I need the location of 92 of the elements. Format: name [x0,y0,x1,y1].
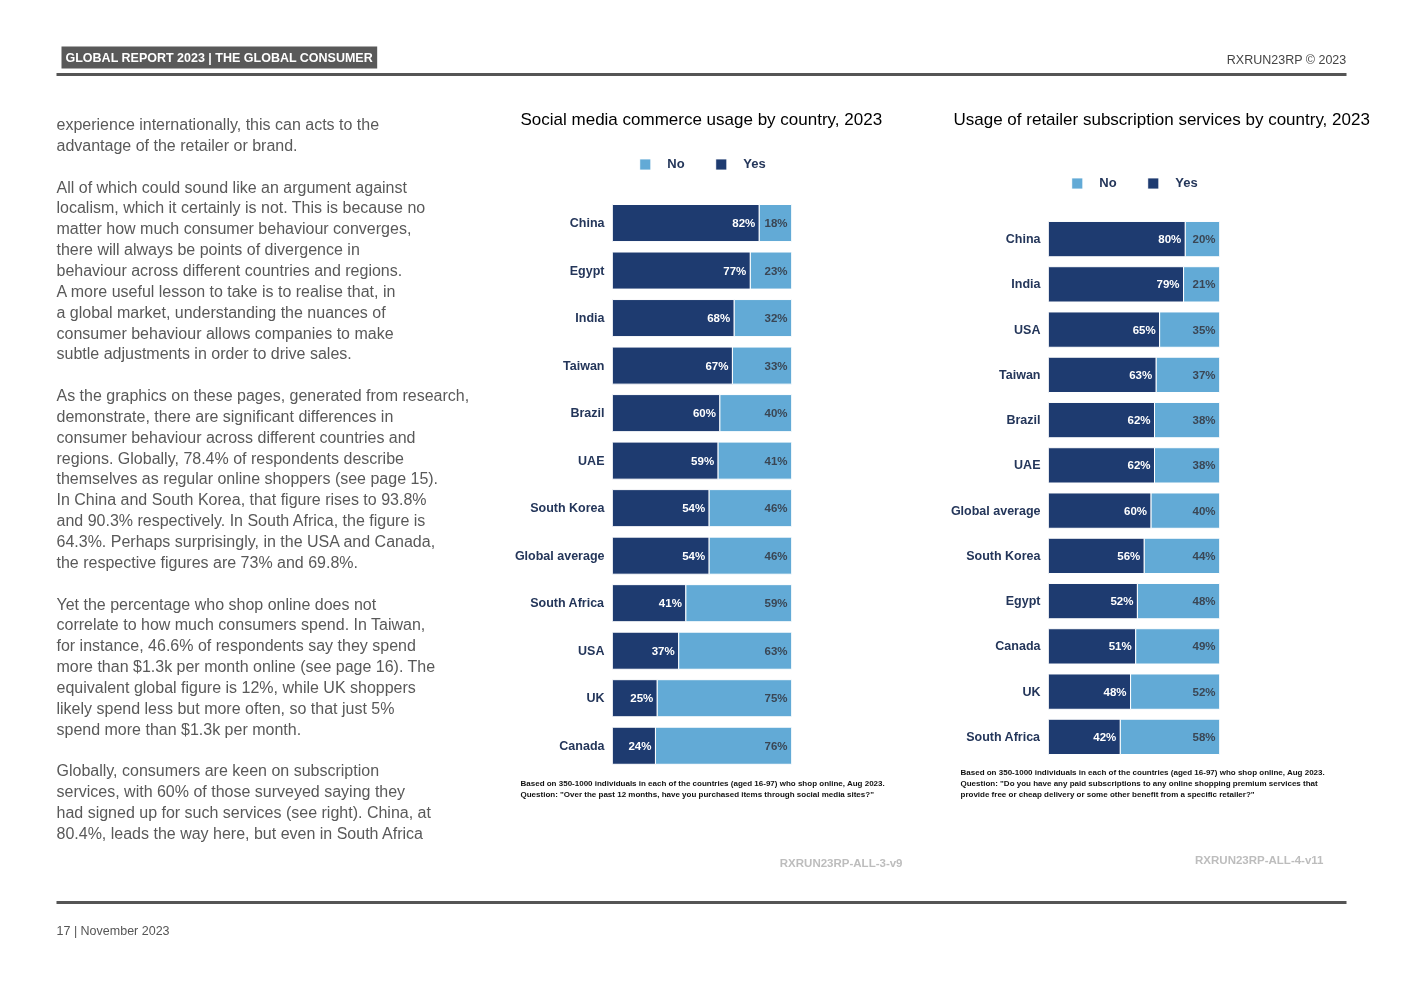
chart-title: Usage of retailer subscription services by country, 2023 [953,109,1370,129]
data-label: 23% [764,264,788,277]
text: experience internationally, this can acts to the advantage of the retailer or brand. [56,116,380,154]
y-tick-label: China [1005,232,1042,247]
chart-title: Social media commerce usage by country, 2023 [520,110,883,129]
data-label: 21% [1192,278,1216,291]
legend-label: No [667,156,686,171]
data-label: 67% [705,359,729,372]
data-label: 68% [707,312,731,325]
y-tick-label: China [569,216,606,231]
data-label: 75% [764,692,788,705]
data-label: 41% [764,454,788,467]
y-tick-label: South Africa [966,729,1042,744]
data-label: 38% [1192,414,1216,427]
data-label: 46% [764,502,788,515]
text: As the graphics on these pages, generated from research, demonstrate, there are significant differences in consumer behaviour across different countries and regions. Globally, 78.4% of respondents describe themselves as regular online shoppers (see page 15). In China and South Korea, that figure rises to 93.8% and 90.3% respectively. In South Africa, the figure is 64.3%. Perhaps surprisingly, in the USA and Canada, the respective figures are 73% and 69.8%. [56,387,470,571]
data-label: 51% [1108,640,1132,653]
data-label: 80% [1158,233,1182,246]
data-label: 62% [1127,459,1151,472]
data-label: 63% [1129,368,1153,381]
data-label: 58% [1192,730,1216,743]
data-label: 24% [628,739,652,752]
text: Question: "Do you have any paid subscriptions to any online shopping premium services that provide free or cheap delivery or some other benefit from a specific retailer?" [960,779,1319,799]
y-tick-label: UAE [1014,458,1041,473]
data-label: 76% [764,739,788,752]
data-label: 40% [764,407,788,420]
text: RXRUN23RP © 2023 [1226,52,1347,67]
data-label: 46% [764,549,788,562]
data-label: 65% [1132,323,1156,336]
text: All of which could sound like an argument against localism, which it certainly is not. This is because no matter how much consumer behaviour converges, there will always be points of divergence in behaviour across different countries and regions. A more useful lesson to take is to realise that, in a global market, understanding the nuances of consumer behaviour allows companies to make subtle adjustments in order to drive sales. [56,178,426,363]
y-tick-label: Egypt [569,263,606,278]
y-tick-label: Taiwan [563,358,605,373]
text: Globally, consumers are keen on subscription services, with 60% of those surveyed saying they had signed up for such services (see right). China, at 80.4%, leads the way here, but even in South Africa [56,762,432,842]
y-tick-label: USA [1014,322,1041,337]
data-label: 37% [1192,368,1216,381]
data-label: 40% [1192,504,1216,517]
data-label: 48% [1192,595,1216,608]
y-tick-label: South Korea [966,548,1042,563]
data-label: 54% [682,549,706,562]
y-tick-label: USA [578,643,605,658]
data-label: 20% [1192,233,1216,246]
data-label: 52% [1110,595,1134,608]
text: 17 | November 2023 [56,924,170,939]
data-label: 79% [1156,278,1180,291]
text: Based on 350-1000 individuals in each of the countries (aged 16-97) who shop online, Aug 2023. [960,768,1325,777]
y-tick-label: UAE [578,453,605,468]
text: Question: "Over the past 12 months, have you purchased items through social media sites?" [520,790,875,799]
legend-label: Yes [743,156,766,171]
data-label: 35% [1192,323,1216,336]
data-label: 37% [651,644,675,657]
y-tick-label: Canada [995,639,1042,654]
y-tick-label: India [575,311,606,326]
data-label: 54% [682,502,706,515]
data-label: 60% [692,407,716,420]
text: RXRUN23RP-ALL-4-v11 [1195,853,1325,866]
data-label: 18% [764,217,788,230]
y-tick-label: Egypt [1005,594,1042,609]
legend-label: Yes [1175,175,1198,190]
legend-label: No [1099,175,1118,190]
data-label: 59% [691,454,715,467]
y-tick-label: India [1011,277,1042,292]
y-tick-label: Brazil [570,406,605,421]
data-label: 42% [1093,730,1117,743]
y-tick-label: UK [586,691,605,706]
data-label: 44% [1192,549,1216,562]
y-tick-label: UK [1022,684,1041,699]
y-tick-label: Canada [559,738,606,753]
data-label: 62% [1127,414,1151,427]
text: Based on 350-1000 individuals in each of the countries (aged 16-97) who shop online, Aug 2023. [520,779,885,788]
data-label: 49% [1192,640,1216,653]
y-tick-label: South Korea [530,501,606,516]
data-label: 77% [723,264,747,277]
data-label: 32% [764,312,788,325]
data-label: 41% [658,597,682,610]
data-label: 63% [764,644,788,657]
data-label: 56% [1117,549,1141,562]
data-label: 25% [630,692,654,705]
y-tick-label: South Africa [530,596,606,611]
text: RXRUN23RP-ALL-3-v9 [779,856,903,869]
y-tick-label: Global average [514,548,605,563]
data-label: 59% [764,597,788,610]
data-label: 52% [1192,685,1216,698]
text: Yet the percentage who shop online does not correlate to how much consumers spend. In Taiwan, for instance, 46.6% of respondents say they spend more than $1.3k per month online (see page 16). The equivalent global figure is 12%, while UK shoppers likely spend less but more often, so that just 5% spend more than $1.3k per month. [56,595,436,738]
data-label: 48% [1103,685,1127,698]
data-label: 33% [764,359,788,372]
y-tick-label: Brazil [1006,413,1041,428]
data-label: 82% [732,217,756,230]
y-tick-label: Taiwan [999,367,1041,382]
data-label: 60% [1124,504,1148,517]
text: GLOBAL REPORT 2023 | THE GLOBAL CONSUMER [65,50,373,65]
y-tick-label: Global average [950,503,1041,518]
data-label: 38% [1192,459,1216,472]
